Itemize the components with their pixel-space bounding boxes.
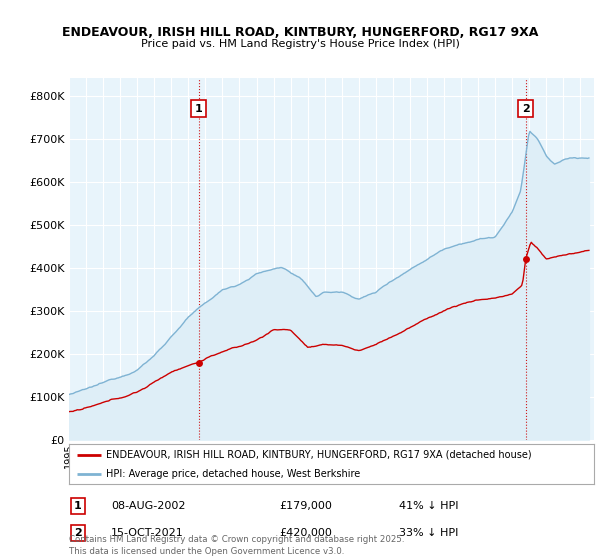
Text: 33% ↓ HPI: 33% ↓ HPI — [399, 528, 458, 538]
Text: 1: 1 — [74, 501, 82, 511]
Text: ENDEAVOUR, IRISH HILL ROAD, KINTBURY, HUNGERFORD, RG17 9XA: ENDEAVOUR, IRISH HILL ROAD, KINTBURY, HU… — [62, 26, 538, 39]
Text: 2: 2 — [522, 104, 530, 114]
Text: Contains HM Land Registry data © Crown copyright and database right 2025.
This d: Contains HM Land Registry data © Crown c… — [69, 535, 404, 556]
Text: Price paid vs. HM Land Registry's House Price Index (HPI): Price paid vs. HM Land Registry's House … — [140, 39, 460, 49]
Text: 08-AUG-2002: 08-AUG-2002 — [111, 501, 185, 511]
Text: £179,000: £179,000 — [279, 501, 332, 511]
Text: 41% ↓ HPI: 41% ↓ HPI — [399, 501, 458, 511]
Text: ENDEAVOUR, IRISH HILL ROAD, KINTBURY, HUNGERFORD, RG17 9XA (detached house): ENDEAVOUR, IRISH HILL ROAD, KINTBURY, HU… — [106, 450, 532, 460]
Text: 2: 2 — [74, 528, 82, 538]
Text: 1: 1 — [194, 104, 202, 114]
Text: 15-OCT-2021: 15-OCT-2021 — [111, 528, 184, 538]
Text: HPI: Average price, detached house, West Berkshire: HPI: Average price, detached house, West… — [106, 469, 360, 479]
Text: £420,000: £420,000 — [279, 528, 332, 538]
